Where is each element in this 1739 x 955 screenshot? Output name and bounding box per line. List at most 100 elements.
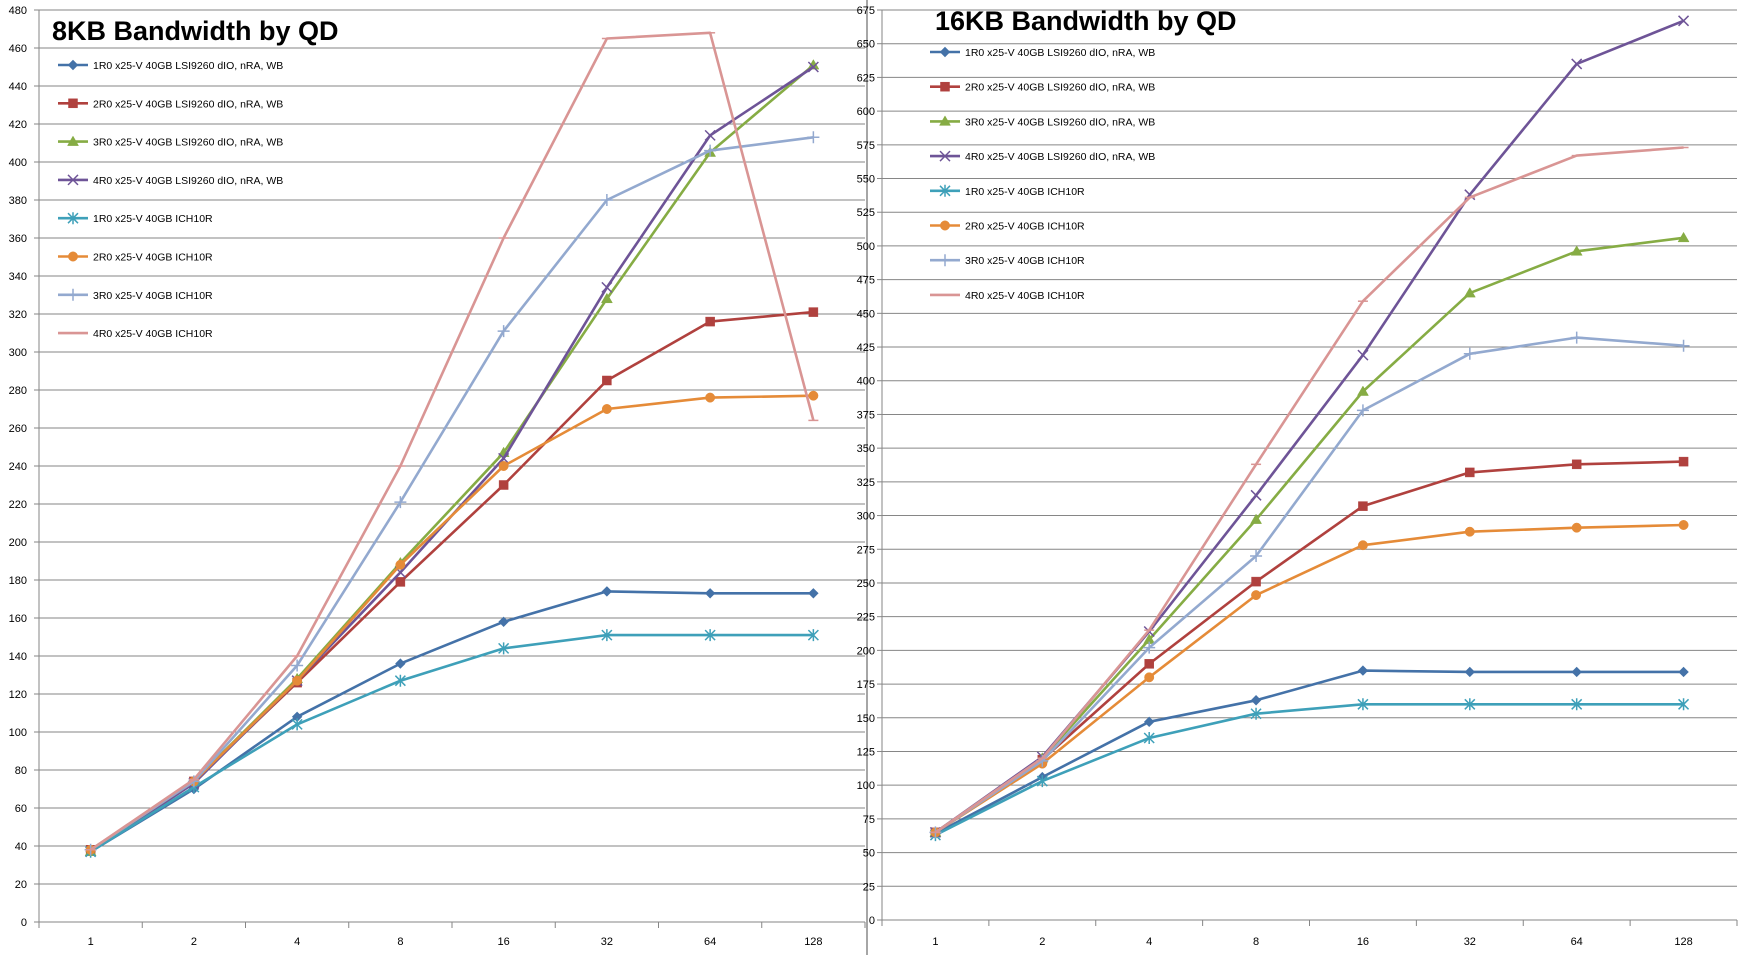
legend-item: 4R0 x25-V 40GB ICH10R [58,328,213,340]
legend-item: 2R0 x25-V 40GB LSI9260 dIO, nRA, WB [930,82,1155,94]
y-tick-label: 275 [857,544,875,556]
legend-item: 1R0 x25-V 40GB LSI9260 dIO, nRA, WB [930,46,1155,59]
data-point [808,390,819,401]
data-point [601,404,612,414]
y-tick-label: 220 [9,499,27,511]
y-tick-label: 280 [9,385,27,397]
y-tick-label: 160 [9,613,27,625]
legend-label: 1R0 x25-V 40GB LSI9260 dIO, nRA, WB [93,60,283,72]
data-point [704,129,716,141]
legend-label: 3R0 x25-V 40GB ICH10R [965,255,1085,267]
y-tick-label: 400 [9,157,27,169]
x-tick-label: 32 [1464,936,1476,948]
y-tick-label: 650 [857,39,875,51]
data-point [704,629,716,642]
data-point [1678,520,1689,530]
legend-item: 4R0 x25-V 40GB LSI9260 dIO, nRA, WB [930,150,1155,163]
series-line [934,336,1684,834]
data-point [395,577,406,587]
y-tick-label: 325 [857,477,875,489]
y-tick-label: 600 [857,106,875,118]
data-point [1144,672,1155,683]
data-point [291,718,303,731]
chart-8kb-bandwidth: 0 20 40 60 80 100 120 140 160 180 200 220 240 260 280 3… [9,5,866,948]
x-tick-label: 4 [1146,936,1152,948]
y-tick-label: 475 [857,275,875,287]
data-point [498,452,510,464]
x-tick-label: 64 [704,936,716,948]
x-tick-label: 8 [1253,936,1259,948]
data-point [1571,58,1583,70]
y-tick-label: 440 [9,81,27,93]
data-point [601,281,613,293]
data-point [1143,641,1156,654]
data-point [1250,489,1262,501]
data-point [498,616,509,628]
data-point [1570,331,1583,344]
y-tick-label: 320 [9,309,27,321]
y-tick-label: 260 [9,423,27,435]
data-point [602,375,612,386]
y-tick-label: 360 [9,233,27,245]
data-point [704,144,717,157]
data-point [1678,698,1690,711]
data-point [704,588,716,599]
y-tick-label: 480 [9,5,27,17]
data-point [1357,540,1368,551]
data-point [808,588,819,599]
y-tick-label: 500 [857,241,875,253]
legend-label: 4R0 x25-V 40GB ICH10R [965,290,1085,302]
y-axis-ticks: 0 25 50 75 100 125 150 175 200 225 250 275 300 325 350… [857,5,882,927]
legend-item: 1R0 x25-V 40GB ICH10R [58,212,213,225]
x-axis-ticks: 1 2 4 8 16 32 64 128 [881,920,1738,948]
x-tick-label: 64 [1571,936,1583,948]
data-point [1357,698,1369,711]
legend-label: 2R0 x25-V 40GB LSI9260 dIO, nRA, WB [965,82,1155,94]
data-point [1464,526,1475,537]
data-point [1143,732,1155,744]
y-tick-label: 75 [863,814,875,826]
x-tick-label: 1 [88,936,94,948]
data-point [394,496,407,509]
y-tick-label: 0 [21,917,27,929]
legend-item: 3R0 x25-V 40GB LSI9260 dIO, nRA, WB [58,135,283,149]
y-axis-ticks: 0 20 40 60 80 100 120 140 160 180 200 220 240 260 280 3… [9,5,39,929]
y-tick-label: 350 [857,443,875,455]
y-tick-label: 125 [857,746,875,758]
data-point [395,559,406,570]
x-tick-label: 1 [932,936,938,948]
data-point [1571,666,1582,678]
data-point [808,307,819,317]
y-tick-label: 100 [857,780,875,792]
chart-title: 8KB Bandwidth by QD [52,16,339,46]
x-tick-label: 128 [1674,936,1692,948]
data-point [1463,287,1476,298]
y-tick-label: 340 [9,271,27,283]
data-point [1464,666,1476,678]
data-point [498,642,510,655]
legend-swatch-marker [939,115,951,126]
legend-swatch-marker [67,135,79,146]
data-point [1250,513,1262,524]
data-point [1571,522,1582,533]
data-point [601,629,613,642]
y-tick-label: 460 [9,43,27,55]
x-tick-label: 2 [1039,936,1045,948]
series-line [934,702,1684,837]
data-point [807,629,819,642]
y-tick-label: 50 [863,848,875,860]
y-tick-label: 175 [857,679,875,691]
x-tick-label: 2 [191,936,197,948]
x-tick-label: 8 [397,936,403,948]
series-8 [930,146,1689,834]
data-point [601,586,613,597]
y-tick-label: 200 [857,645,875,657]
series-8 [85,31,819,851]
y-tick-label: 150 [857,713,875,725]
x-tick-label: 16 [498,936,510,948]
y-tick-label: 120 [9,689,27,701]
series-line [89,633,814,853]
data-point [1357,665,1369,676]
legend-item: 2R0 x25-V 40GB ICH10R [58,252,213,264]
